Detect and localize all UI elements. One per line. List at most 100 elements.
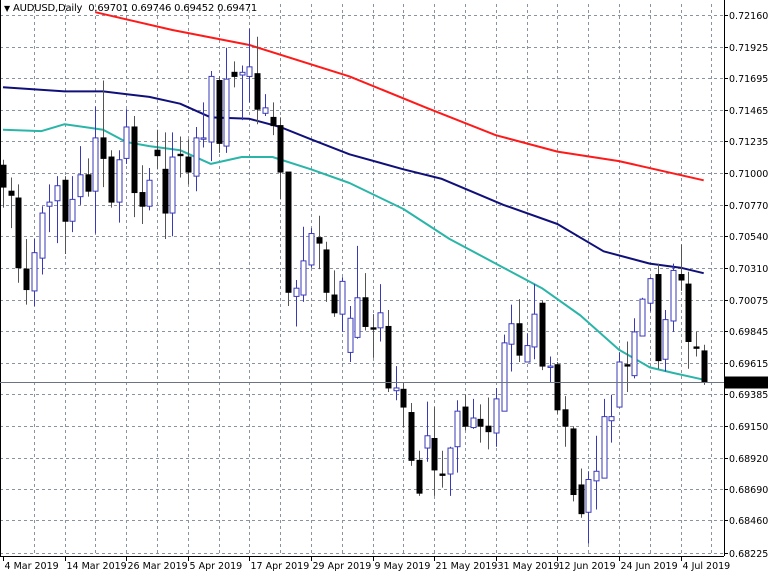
y-tick-label: 0.70310 [729, 264, 768, 275]
candle-body [223, 78, 230, 147]
bull-candle [377, 284, 384, 342]
y-tick-label: 0.68225 [729, 549, 768, 560]
moving-average-red [95, 11, 704, 182]
bull-candle [193, 126, 200, 192]
bear-candle [131, 116, 138, 218]
candle-body [470, 417, 477, 429]
open-value: 0.69701 [88, 3, 129, 14]
candle-body [231, 71, 238, 77]
candle-body [262, 107, 269, 114]
bear-candle [0, 159, 7, 208]
candle-body [116, 159, 123, 203]
bull-candle [347, 305, 354, 362]
candle-body [146, 179, 153, 207]
symbol-label: AUDUSD,Daily [12, 3, 83, 14]
y-tick-label: 0.68920 [729, 454, 768, 465]
bear-candle [85, 158, 92, 197]
candle-body [216, 80, 223, 144]
bull-candle [92, 106, 99, 234]
candle-body [39, 212, 46, 259]
bear-candle [578, 468, 585, 518]
bull-candle [501, 334, 508, 412]
candle-body [431, 437, 438, 471]
candle-body [670, 269, 677, 322]
y-tick-label: 0.72160 [729, 11, 768, 22]
candle-body [177, 153, 184, 157]
bear-candle [277, 117, 284, 200]
candle-body [439, 473, 446, 476]
candle-body [285, 171, 292, 293]
bull-candle [293, 280, 300, 327]
bear-candle [562, 396, 569, 447]
candle-body [169, 156, 176, 214]
candle-body [570, 428, 577, 496]
triangle-down-icon[interactable]: ▼ [4, 4, 10, 13]
bear-candle [416, 450, 423, 496]
x-tick-label: 24 Jun 2019 [621, 561, 678, 572]
bull-candle [169, 132, 176, 237]
candle-body [185, 156, 192, 173]
candle-body [0, 164, 7, 188]
x-tick-label: 5 Apr 2019 [190, 561, 243, 572]
bear-candle [400, 382, 407, 428]
bear-candle [693, 331, 700, 357]
y-tick-label: 0.70770 [729, 201, 768, 212]
bear-candle [655, 263, 662, 369]
candle-body [385, 325, 392, 389]
candle-body [400, 388, 407, 408]
candle-body [270, 116, 277, 127]
bull-candle [670, 263, 677, 332]
y-tick-label: 0.70540 [729, 232, 768, 243]
candle-body [300, 260, 307, 296]
candle-body [678, 274, 685, 281]
close-value: 0.69471 [217, 3, 258, 14]
y-tick-label: 0.71695 [729, 74, 768, 85]
bull-candle [77, 146, 84, 205]
candle-body [362, 297, 369, 327]
candle-body [547, 365, 554, 368]
bear-candle [385, 310, 392, 393]
candle-body [100, 137, 107, 159]
bull-candle [39, 206, 46, 275]
candle-body [15, 197, 22, 269]
candle-body [246, 66, 253, 77]
candle-body [316, 237, 323, 244]
x-tick-label: 4 Jul 2019 [683, 561, 731, 572]
candle-body [662, 319, 669, 360]
bull-candle [146, 167, 153, 211]
grid [0, 4, 724, 556]
moving-average-navy [2, 86, 704, 275]
candle-body [447, 447, 454, 475]
candle-body [370, 327, 377, 330]
candle-body [601, 416, 608, 479]
bull-candle [608, 394, 615, 443]
candle-body [69, 198, 76, 222]
candle-body [54, 185, 61, 202]
bull-candle [508, 304, 515, 372]
x-tick-label: 4 Mar 2019 [5, 561, 59, 572]
candle-body [23, 268, 30, 291]
bull-candle [616, 352, 623, 408]
candle-body [254, 73, 261, 110]
bull-candle [585, 471, 592, 544]
x-tick-label: 12 Jun 2019 [559, 561, 616, 572]
high-value: 0.69746 [131, 3, 172, 14]
bull-candle [123, 109, 130, 164]
bear-candle [554, 361, 561, 414]
bear-candle [485, 397, 492, 450]
bear-candle [685, 271, 692, 369]
y-tick-label: 0.69845 [729, 327, 768, 338]
current-price-label-bg [725, 376, 768, 389]
candle-body [308, 233, 315, 266]
bull-candle [601, 398, 608, 479]
bear-candle [678, 244, 685, 291]
bear-candle [362, 273, 369, 331]
bull-candle [46, 184, 53, 233]
candle-body [624, 364, 631, 367]
candle-body [200, 137, 207, 140]
bull-candle [31, 239, 38, 306]
candle-body [693, 346, 700, 349]
bull-candle [639, 297, 646, 337]
